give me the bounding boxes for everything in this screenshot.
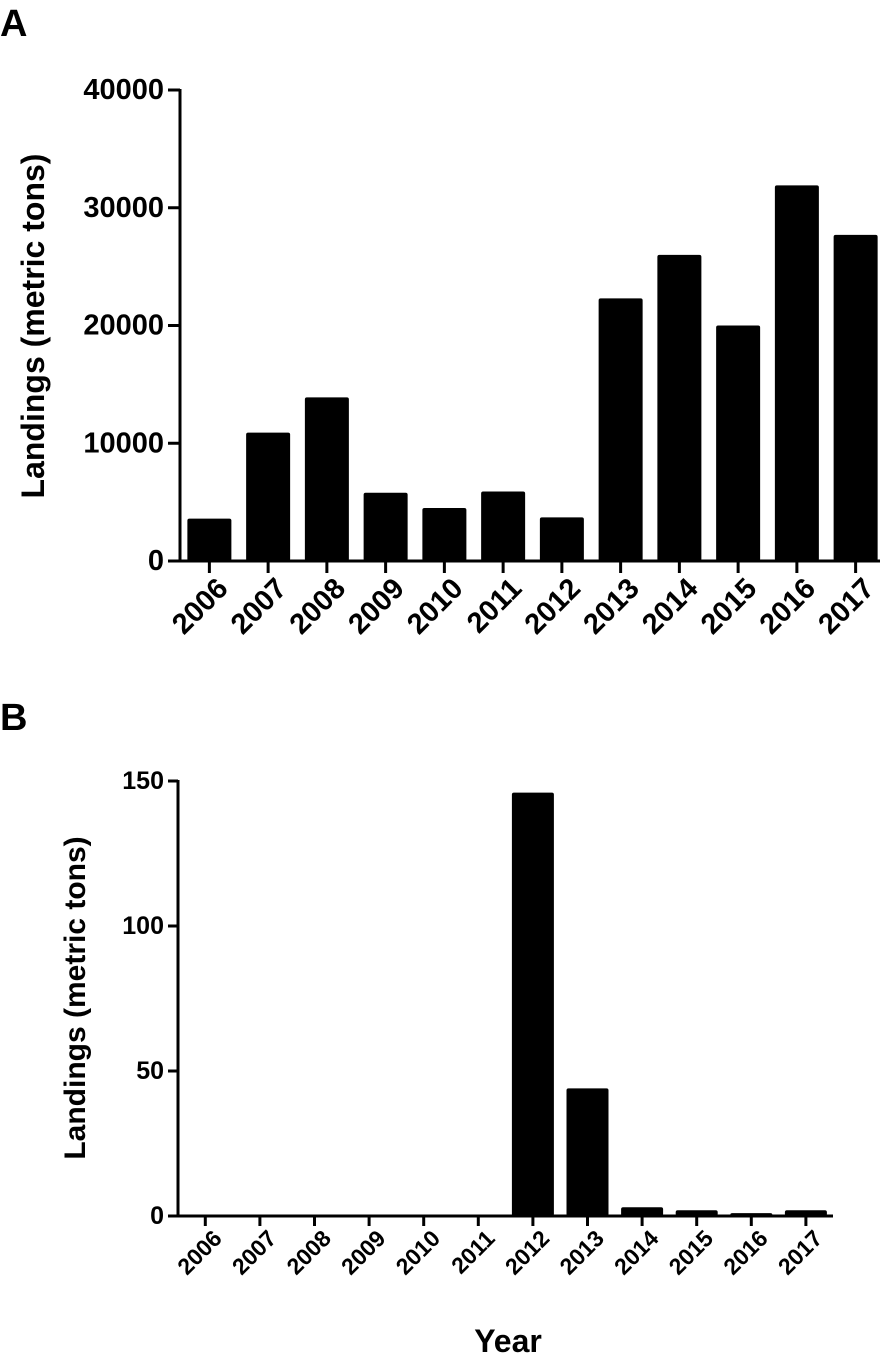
chart-a-y-tick-label: 30000: [83, 192, 164, 224]
chart-a: 0100002000030000400002006200720082009201…: [15, 74, 881, 641]
chart-a-x-tick-label-2008: 2008: [284, 572, 352, 640]
chart-b-x-tick-label-2008: 2008: [281, 1225, 336, 1280]
chart-a-x-tick-label-2006: 2006: [166, 572, 234, 640]
chart-a-y-tick-label: 0: [148, 545, 164, 577]
chart-a-x-tick-label-2009: 2009: [342, 572, 410, 640]
panel-a-letter: A: [0, 3, 27, 45]
chart-a-bar-2008: [304, 397, 349, 561]
chart-b-x-tick-label-2010: 2010: [391, 1225, 446, 1280]
chart-a-x-tick-label-2010: 2010: [401, 572, 469, 640]
chart-a-bar-2014: [657, 254, 702, 561]
chart-b-bar-2013: [566, 1088, 609, 1216]
chart-a-bar-2010: [422, 508, 467, 561]
chart-a-x-tick-label-2015: 2015: [695, 572, 763, 640]
chart-a-x-tick-label-2016: 2016: [754, 572, 822, 640]
chart-b-y-tick-label: 150: [122, 767, 164, 795]
chart-b-y-axis-title: Landings (metric tons): [59, 836, 92, 1159]
chart-b-x-tick-label-2014: 2014: [609, 1225, 664, 1280]
chart-b-x-tick-label-2006: 2006: [172, 1225, 227, 1280]
chart-a-x-tick-label-2012: 2012: [519, 572, 587, 640]
chart-a-y-tick-label: 40000: [83, 74, 164, 106]
chart-a-x-tick-label-2014: 2014: [636, 572, 704, 640]
chart-a-y-axis-title: Landings (metric tons): [15, 154, 51, 499]
chart-a-bar-2013: [598, 298, 643, 561]
chart-b-x-tick-label-2011: 2011: [446, 1225, 500, 1279]
panel-b-letter: B: [0, 697, 27, 739]
chart-a-x-tick-label-2011: 2011: [461, 572, 528, 639]
chart-b-bar-2014: [621, 1207, 664, 1216]
chart-a-x-tick-label-2017: 2017: [812, 572, 880, 640]
chart-b-x-tick-label-2012: 2012: [500, 1225, 555, 1280]
chart-b-y-tick-label: 50: [136, 1057, 164, 1085]
chart-a-y-tick-label: 10000: [83, 427, 164, 459]
chart-b-bar-2012: [511, 792, 554, 1216]
chart-b-x-tick-label-2016: 2016: [718, 1225, 773, 1280]
chart-a-bar-2011: [481, 491, 526, 561]
chart-b-x-tick-label-2007: 2007: [227, 1225, 282, 1280]
chart-b-x-tick-label-2013: 2013: [554, 1225, 609, 1280]
chart-b-x-axis-title: Year: [474, 1323, 542, 1359]
chart-b-x-tick-label-2015: 2015: [664, 1225, 719, 1280]
chart-b-x-tick-label-2017: 2017: [773, 1225, 828, 1280]
chart-a-bar-2009: [363, 492, 408, 561]
chart-a-bar-2016: [774, 185, 819, 561]
chart-a-bar-2017: [833, 234, 878, 561]
chart-a-y-tick-label: 20000: [83, 310, 164, 342]
chart-a-bar-2006: [187, 518, 232, 561]
chart-a-x-tick-label-2013: 2013: [577, 572, 645, 640]
chart-a-bar-2007: [246, 432, 291, 561]
chart-a-x-tick-label-2007: 2007: [225, 572, 293, 640]
chart-b-x-tick-label-2009: 2009: [336, 1225, 391, 1280]
chart-b-y-tick-label: 0: [150, 1202, 164, 1230]
chart-a-bar-2015: [716, 325, 761, 561]
chart-b-y-tick-label: 100: [122, 912, 164, 940]
chart-a-bar-2012: [539, 517, 584, 561]
